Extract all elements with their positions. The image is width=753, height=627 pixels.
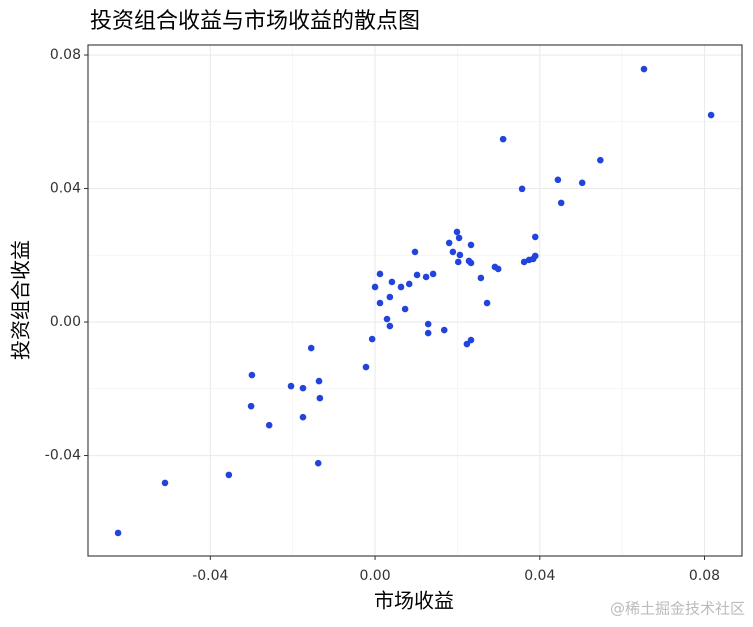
point — [518, 185, 526, 193]
point — [557, 199, 565, 207]
point — [454, 258, 462, 266]
point — [455, 234, 463, 242]
point — [265, 421, 273, 429]
point — [449, 248, 457, 256]
point — [248, 371, 256, 379]
point — [315, 377, 323, 385]
y-tick-label: -0.04 — [45, 448, 81, 464]
point — [707, 111, 715, 119]
point — [477, 274, 485, 282]
point — [640, 65, 648, 73]
point — [578, 179, 586, 187]
x-tick-label: -0.04 — [192, 568, 228, 584]
point — [483, 299, 491, 307]
point — [247, 402, 255, 410]
point — [307, 344, 315, 352]
point — [494, 265, 502, 273]
point — [411, 248, 419, 256]
point — [531, 252, 539, 260]
point — [225, 471, 233, 479]
point — [531, 233, 539, 241]
point — [368, 335, 376, 343]
point — [383, 315, 391, 323]
y-tick-label: 0.04 — [50, 181, 81, 197]
point — [467, 241, 475, 249]
x-axis-label: 市场收益 — [374, 589, 454, 613]
point — [314, 459, 322, 467]
y-tick-label: 0.00 — [50, 314, 81, 330]
x-tick-label: 0.08 — [689, 568, 720, 584]
chart-title: 投资组合收益与市场收益的散点图 — [90, 9, 420, 34]
point — [445, 239, 453, 247]
point — [376, 299, 384, 307]
point — [388, 278, 396, 286]
point — [316, 394, 324, 402]
point — [456, 251, 464, 259]
point — [114, 529, 122, 537]
point — [463, 340, 471, 348]
point — [424, 329, 432, 337]
point — [397, 283, 405, 291]
point — [422, 273, 430, 281]
point — [429, 270, 437, 278]
point — [499, 135, 507, 143]
point — [597, 156, 604, 164]
point — [424, 320, 432, 328]
point — [401, 305, 409, 313]
watermark: @稀土掘金技术社区 — [610, 600, 745, 618]
point — [467, 336, 475, 344]
point — [440, 326, 448, 334]
panel-border — [87, 44, 743, 557]
point — [520, 258, 528, 266]
point — [299, 413, 307, 421]
point — [161, 479, 169, 487]
point — [453, 228, 461, 236]
y-axis-label: 投资组合收益 — [9, 240, 33, 360]
point — [413, 271, 421, 279]
point — [467, 259, 475, 267]
point — [386, 293, 394, 301]
y-tick-label: 0.08 — [50, 47, 81, 63]
point — [405, 280, 413, 288]
point — [386, 322, 394, 330]
point — [362, 363, 370, 371]
x-tick-label: 0.04 — [524, 568, 555, 584]
point — [376, 270, 384, 278]
x-tick-label: 0.00 — [359, 568, 390, 584]
point — [299, 384, 307, 392]
point — [371, 283, 379, 291]
point — [554, 176, 562, 184]
point — [287, 382, 295, 390]
